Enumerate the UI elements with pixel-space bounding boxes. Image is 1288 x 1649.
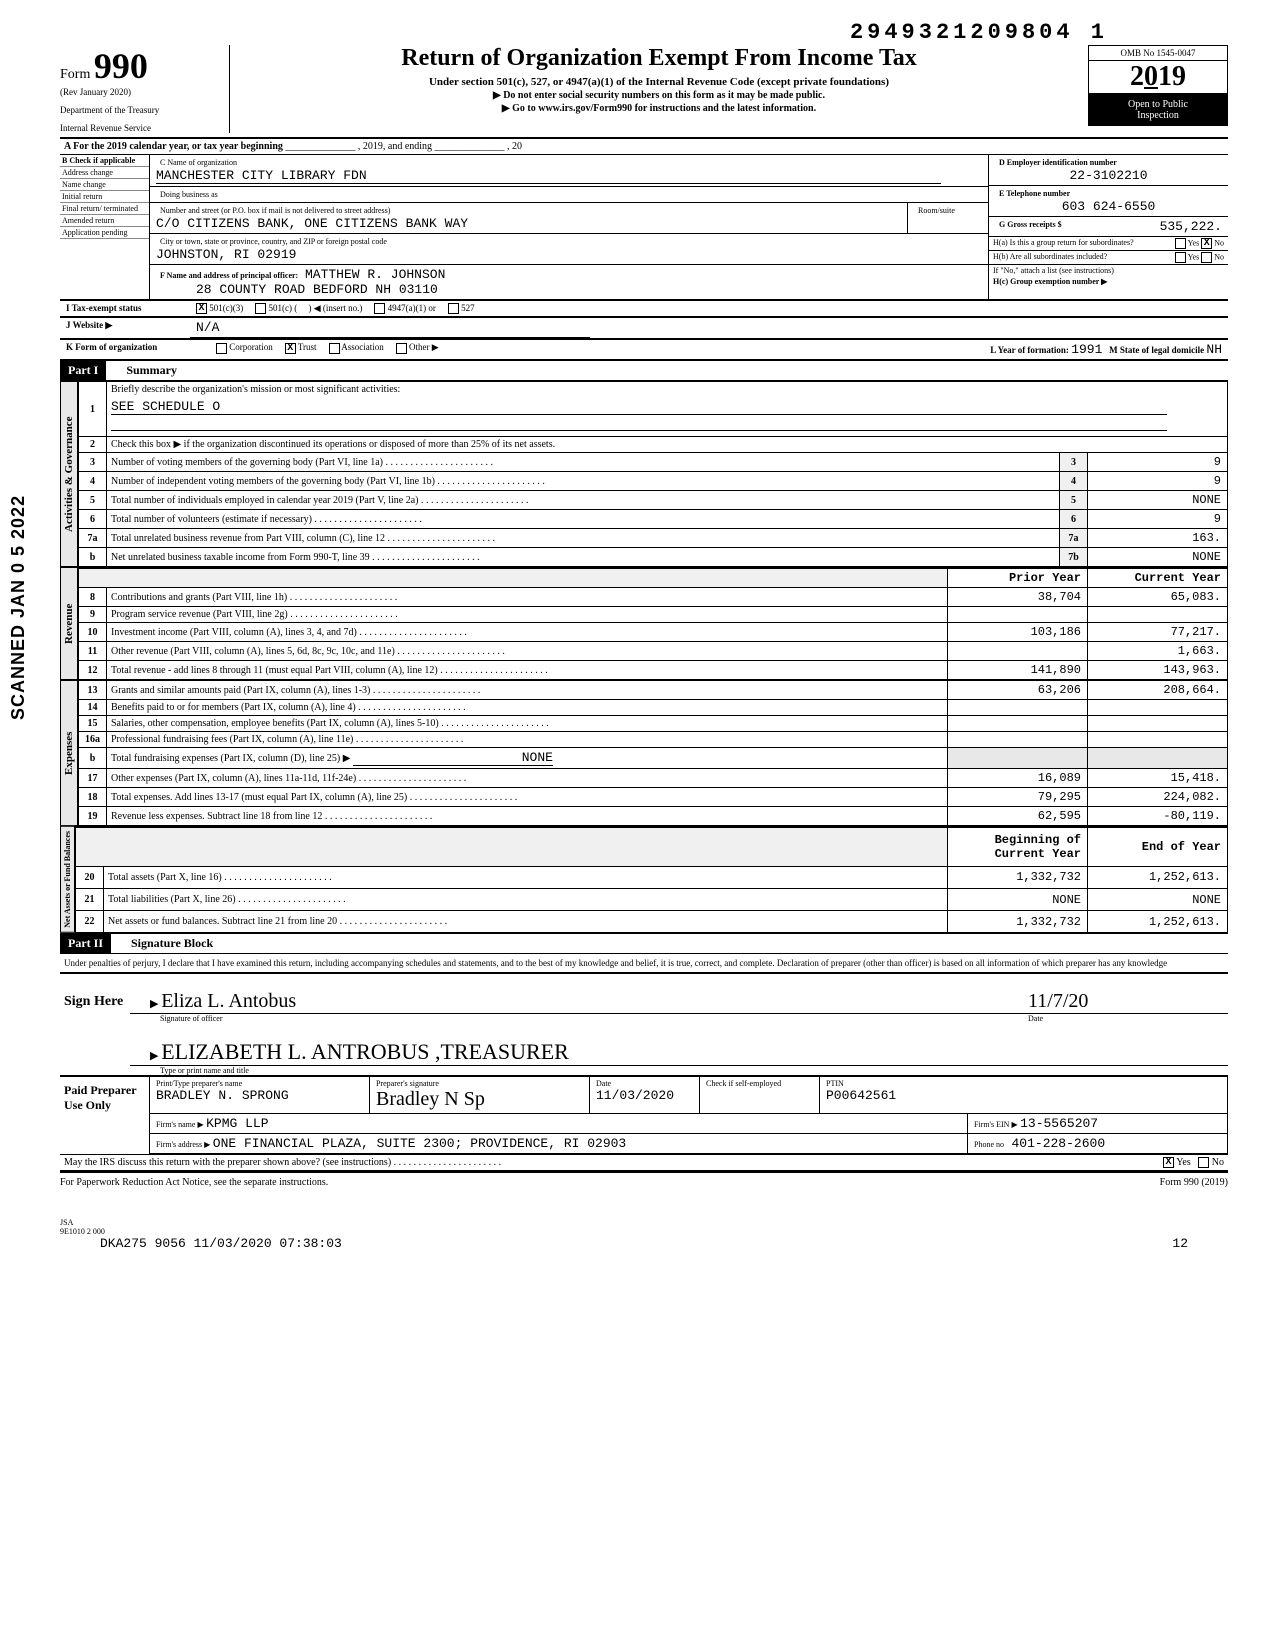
may-irs-row: May the IRS discuss this return with the… — [60, 1154, 1228, 1172]
section-b-checks: B Check if applicable Address change Nam… — [60, 155, 150, 299]
website: N/A — [190, 318, 590, 338]
footer-stamp-row: DKA275 9056 11/03/2020 07:38:03 12 — [60, 1236, 1228, 1251]
prep-date: 11/03/2020 — [596, 1088, 674, 1103]
sign-here-label: Sign Here — [60, 974, 130, 1075]
part2-title: Signature Block — [111, 936, 213, 951]
sig-cursive: Eliza L. Antobus — [161, 990, 296, 1012]
dept2: Internal Revenue Service — [60, 123, 221, 133]
prep-name: BRADLEY N. SPRONG — [156, 1088, 289, 1103]
form-rev: (Rev January 2020) — [60, 87, 221, 97]
jsa: JSA 9E1010 2 000 — [60, 1218, 1228, 1236]
state: NH — [1206, 342, 1222, 357]
summary-netassets: Beginning of Current YearEnd of Year 20T… — [75, 826, 1228, 933]
paperwork-notice: For Paperwork Reduction Act Notice, see … — [60, 1177, 328, 1188]
officer-addr: 28 COUNTY ROAD BEDFORD NH 03110 — [156, 282, 438, 297]
summary-activities: 1Briefly describe the organization's mis… — [78, 381, 1228, 567]
main-title: Return of Organization Exempt From Incom… — [250, 45, 1068, 72]
directive1: ▶ Do not enter social security numbers o… — [250, 90, 1068, 101]
firm-name: KPMG LLP — [206, 1116, 268, 1131]
chk-application[interactable]: Application pending — [60, 227, 149, 239]
b-label: B Check if applicable — [60, 155, 149, 167]
year-suffix: 19 — [1158, 61, 1186, 92]
chk-amended[interactable]: Amended return — [60, 215, 149, 227]
part1-title: Summary — [106, 363, 177, 378]
vert-netassets: Net Assets or Fund Balances — [60, 826, 75, 933]
hb-label: H(b) Are all subordinates included? — [993, 252, 1107, 263]
ptin: P00642561 — [826, 1088, 896, 1103]
hc-note: If "No," attach a list (see instructions… — [989, 265, 1228, 276]
mission: SEE SCHEDULE O — [111, 399, 1167, 415]
vert-activities: Activities & Governance — [60, 381, 78, 567]
city-label: City or town, state or province, country… — [156, 236, 982, 247]
page-code: 2949321209804 1 — [60, 20, 1108, 45]
dba-label: Doing business as — [156, 189, 982, 200]
chk-final[interactable]: Final return/ terminated — [60, 203, 149, 215]
footer-stamp: DKA275 9056 11/03/2020 07:38:03 — [100, 1236, 342, 1251]
g-label: G Gross receipts $ — [995, 219, 1066, 234]
j-label: J Website ▶ — [60, 318, 190, 338]
part2-header: Part II — [60, 934, 111, 953]
chk-address[interactable]: Address change — [60, 167, 149, 179]
street-label: Number and street (or P.O. box if mail i… — [156, 205, 901, 216]
gross: 535,222. — [1160, 219, 1222, 234]
chk-501c3[interactable]: X — [196, 303, 207, 314]
org-name: MANCHESTER CITY LIBRARY FDN — [156, 168, 941, 184]
firm-addr: ONE FINANCIAL PLAZA, SUITE 2300; PROVIDE… — [213, 1136, 626, 1151]
form-prefix: Form — [60, 67, 90, 82]
officer: MATTHEW R. JOHNSON — [305, 267, 445, 282]
form-header: Form 990 (Rev January 2020) Department o… — [60, 45, 1228, 139]
ha-no-checked[interactable]: X — [1201, 238, 1212, 249]
omb: OMB No 1545-0047 — [1088, 45, 1228, 61]
year-formation: 1991 — [1071, 342, 1102, 357]
form-footer: Form 990 (2019) — [1160, 1177, 1228, 1188]
part1-header: Part I — [60, 361, 106, 380]
e-label: E Telephone number — [995, 188, 1222, 199]
d-label: D Employer identification number — [995, 157, 1222, 168]
chk-initial[interactable]: Initial return — [60, 191, 149, 203]
public2: Inspection — [1137, 110, 1179, 121]
subtitle: Under section 501(c), 527, or 4947(a)(1)… — [250, 76, 1068, 88]
sign-block: Sign Here ▶ Eliza L. Antobus 11/7/20 Sig… — [60, 972, 1228, 1075]
i-label: I Tax-exempt status — [60, 301, 190, 316]
vert-expenses: Expenses — [60, 680, 78, 826]
summary-expenses: 13Grants and similar amounts paid (Part … — [78, 680, 1228, 826]
form-number: 990 — [94, 46, 148, 86]
summary-revenue: Prior YearCurrent Year 8Contributions an… — [78, 567, 1228, 680]
k-label: K Form of organization — [60, 340, 210, 359]
room-label: Room/suite — [914, 205, 982, 216]
firm-phone: 401-228-2600 — [1012, 1136, 1106, 1151]
city: JOHNSTON, RI 02919 — [156, 247, 982, 262]
scanned-stamp: SCANNED JAN 0 5 2022 — [8, 495, 29, 720]
footer: For Paperwork Reduction Act Notice, see … — [60, 1172, 1228, 1188]
vert-revenue: Revenue — [60, 567, 78, 680]
paid-label: Paid Preparer Use Only — [60, 1077, 150, 1154]
dept1: Department of the Treasury — [60, 105, 221, 115]
public1: Open to Public — [1128, 99, 1188, 110]
footer-page: 12 — [1172, 1236, 1188, 1251]
phone: 603 624-6550 — [995, 199, 1222, 214]
perjury: Under penalties of perjury, I declare th… — [60, 954, 1228, 972]
tax-exempt-row: I Tax-exempt status X 501(c)(3) 501(c) (… — [60, 300, 1228, 317]
sig-typed: ELIZABETH L. ANTROBUS ,TREASURER — [161, 1039, 569, 1064]
line-a: A For the 2019 calendar year, or tax yea… — [60, 139, 1228, 155]
directive2: ▶ Go to www.irs.gov/Form990 for instruct… — [250, 103, 1068, 114]
c-label: C Name of organization — [156, 157, 982, 168]
irs-yes-checked[interactable]: X — [1163, 1157, 1174, 1168]
chk-name[interactable]: Name change — [60, 179, 149, 191]
f-label: F Name and address of principal officer: — [156, 270, 302, 281]
ha-label: H(a) Is this a group return for subordin… — [993, 238, 1134, 249]
hc-label: H(c) Group exemption number ▶ — [989, 276, 1228, 287]
chk-trust[interactable]: X — [285, 343, 296, 354]
sig-date: 11/7/20 — [1028, 990, 1228, 1013]
ein: 22-3102210 — [995, 168, 1222, 183]
paid-preparer-block: Paid Preparer Use Only Print/Type prepar… — [60, 1075, 1228, 1154]
street: C/O CITIZENS BANK, ONE CITIZENS BANK WAY — [156, 216, 901, 231]
firm-ein: 13-5565207 — [1020, 1116, 1098, 1131]
